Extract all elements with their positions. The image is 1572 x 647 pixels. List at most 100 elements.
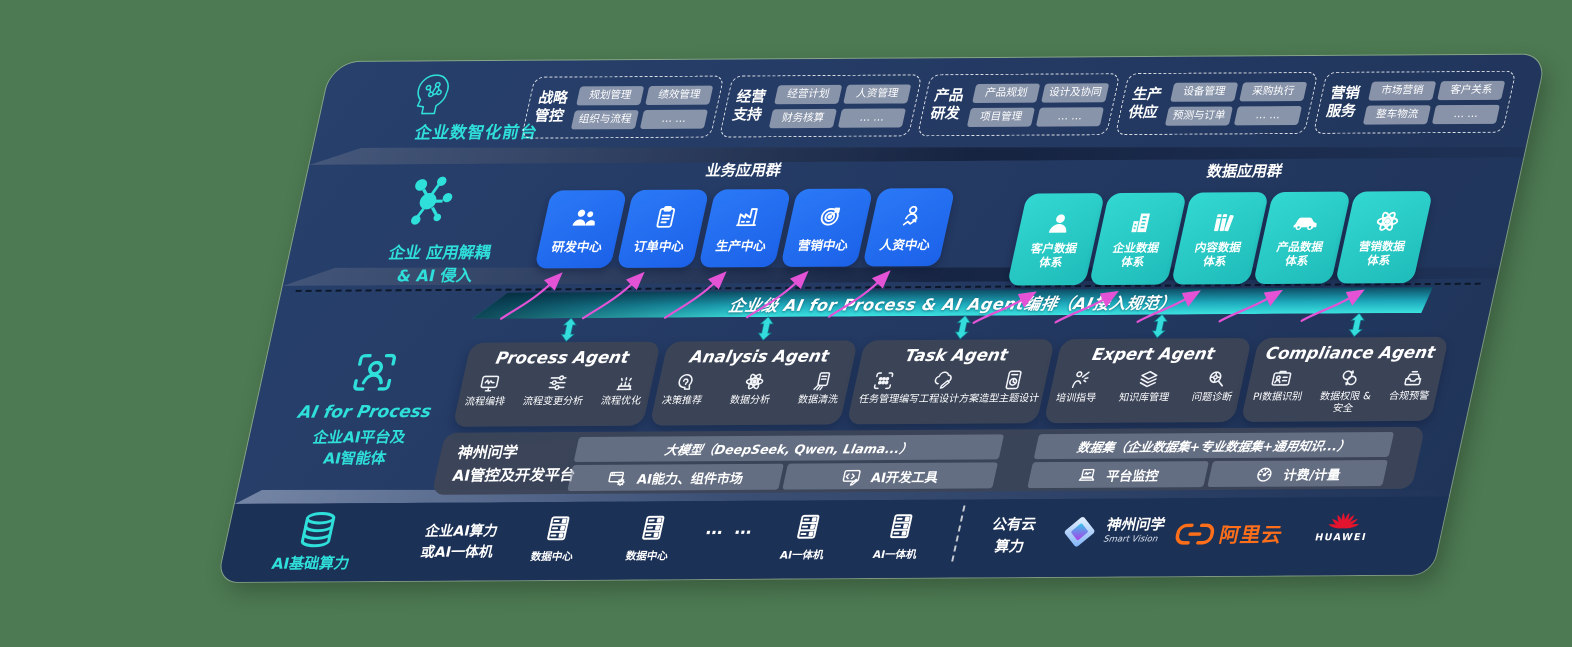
dataset-bar: 数据集（企业数据集+专业数据集+通用知识...） <box>1033 432 1395 460</box>
module-chip: 设计及协同 <box>1041 82 1110 103</box>
infra-node-ai-appliance: AI一体机 <box>765 510 846 562</box>
agent-card-process: Process Agent 流程编排 流程变更分析 流程优化 <box>452 341 661 427</box>
data-box-label: 客户数据体系 <box>1029 240 1079 270</box>
infra-node-label: AI一体机 <box>778 549 825 562</box>
ai-head-icon <box>405 69 462 119</box>
group-title: 经营支持 <box>730 89 768 124</box>
vendor-aliyun: 阿里云 <box>1172 519 1286 549</box>
agent-title: Compliance Agent <box>1264 342 1438 363</box>
platform-cell-label: AI能力、组件市场 <box>635 471 745 488</box>
app-box-label: 研发中心 <box>550 238 604 254</box>
compute-line1: 企业AI算力 <box>423 523 500 540</box>
person-scan-icon <box>344 347 405 397</box>
infra-label: AI基础算力 <box>270 554 352 573</box>
infra-node-label: AI一体机 <box>871 548 918 562</box>
pi-card-icon <box>1268 367 1296 390</box>
app-box-marketing-center: 营销中心 <box>780 188 874 267</box>
platform-name-line1: 神州问学 <box>455 443 520 462</box>
platform-monitor-icon <box>1075 464 1101 485</box>
group-title: 营销服务 <box>1324 85 1362 120</box>
alert-inbox-icon <box>1399 366 1427 389</box>
app-layer-label: 企业 应用解耦 <box>387 242 493 263</box>
content-books-icon <box>1207 208 1241 236</box>
app-box-rd-center: 研发中心 <box>534 190 628 269</box>
vendor-name: HUAWEI <box>1313 532 1369 544</box>
infra-node-label: 数据中心 <box>624 550 670 563</box>
building-icon <box>1125 208 1159 236</box>
agent-title: Process Agent <box>494 347 632 368</box>
platform-cell-label: 平台监控 <box>1104 468 1161 485</box>
platform-cell-label: AI开发工具 <box>869 470 940 486</box>
infra-node-datacenter: 数据中心 <box>515 512 596 564</box>
agent-item-label: 造型主题设计 <box>977 393 1041 405</box>
data-box-content: 内容数据体系 <box>1170 192 1270 285</box>
front-office-group-operation: 经营支持 经营计划 人资管理 财务核算 … … <box>718 74 923 138</box>
agent-title: Analysis Agent <box>688 346 831 367</box>
person-icon <box>1043 209 1077 237</box>
agent-item-label: 决策推荐 <box>660 395 704 407</box>
agent-title: Expert Agent <box>1090 344 1217 364</box>
factory-icon <box>731 203 764 230</box>
front-office-group-strategy: 战略管控 规划管理 绩效管理 组织与流程 … … <box>520 75 725 139</box>
molecule-icon <box>395 173 463 229</box>
dev-tools-icon <box>839 466 865 487</box>
group-title: 生产供应 <box>1126 86 1164 122</box>
decision-head-icon <box>672 370 700 393</box>
platform-dataset-group: 数据集（企业数据集+专业数据集+通用知识...） 平台监控 计费/计量 <box>1027 432 1395 489</box>
module-chip: 绩效管理 <box>645 85 714 105</box>
data-box-label: 产品数据体系 <box>1275 239 1325 268</box>
data-box-marketing: 营销数据体系 <box>1334 191 1434 284</box>
ai-market-icon <box>605 467 631 488</box>
agent-layer-label-zh: AI智能体 <box>321 449 388 468</box>
module-chip: 组织与流程 <box>570 109 640 129</box>
module-chip: … … <box>837 107 907 128</box>
infra-band: AI基础算力 企业AI算力 或AI一体机 数据中心 数据中心 … … AI一体机 <box>217 496 1449 582</box>
bus-connector-arrow <box>1344 312 1369 338</box>
vendor-name: 阿里云 <box>1217 522 1286 547</box>
data-group-title: 数据应用群 <box>1205 162 1285 181</box>
model-bar: 大模型（DeepSeek, Qwen, Llama...） <box>573 434 1005 462</box>
platform-cell-ai-market: AI能力、组件市场 <box>567 463 784 491</box>
atom-icon <box>1371 207 1405 235</box>
module-chip: 项目管理 <box>966 107 1036 127</box>
vendor-smartvision: 神州问学 Smart Vision <box>1058 513 1168 550</box>
agent-item-label: 数据清洗 <box>796 394 840 406</box>
bus-connector-arrow <box>1147 313 1172 339</box>
business-group-title: 业务应用群 <box>704 161 784 180</box>
group-title: 战略管控 <box>532 90 570 125</box>
platform-cell-label: 计费/计量 <box>1281 467 1342 484</box>
task-scan-icon <box>869 369 897 392</box>
agent-card-task: Task Agent 任务管理 编写工程设计方案 造型主题设计 <box>846 339 1055 425</box>
agent-item-label: 流程优化 <box>599 395 643 407</box>
agent-item-label: 知识库管理 <box>1117 392 1171 404</box>
module-chip: 整车物流 <box>1362 104 1432 125</box>
app-box-label: 人资中心 <box>878 236 932 252</box>
agent-item-label: 合规预警 <box>1387 390 1431 403</box>
platform-cell-billing: 计费/计量 <box>1206 460 1388 488</box>
platform-name: 神州问学 AI管控及开发平台 <box>450 441 582 487</box>
ai-platform-panel: 神州问学 AI管控及开发平台 大模型（DeepSeek, Qwen, Llama… <box>431 426 1426 495</box>
optimize-machine-icon <box>611 371 639 394</box>
clipboard-icon <box>649 203 682 230</box>
module-chip: 财务核算 <box>768 108 838 128</box>
module-chip: 规划管理 <box>576 85 645 105</box>
data-box-product: 产品数据体系 <box>1252 191 1352 285</box>
compute-line2: 或AI一体机 <box>419 544 495 561</box>
platform-name-line2: AI管控及开发平台 <box>450 465 578 485</box>
app-box-order-center: 订单中心 <box>616 189 710 268</box>
module-chip: 预测与订单 <box>1164 105 1234 126</box>
workflow-monitor-icon <box>475 372 503 395</box>
target-icon <box>813 202 846 229</box>
agent-layer-label-en: AI for Process <box>296 401 434 423</box>
server-icon <box>790 510 827 542</box>
knowledge-layers-icon <box>1134 368 1162 391</box>
module-chip: 设备管理 <box>1170 81 1239 102</box>
ellipsis-label: … … <box>703 518 758 540</box>
app-box-label: 订单中心 <box>632 238 686 254</box>
huawei-logo <box>1321 502 1371 529</box>
bus-connector-arrow <box>556 317 581 343</box>
vendor-subtitle: Smart Vision <box>1102 534 1159 545</box>
training-guide-icon <box>1066 368 1094 391</box>
agent-item-label: 任务管理 <box>857 394 901 406</box>
